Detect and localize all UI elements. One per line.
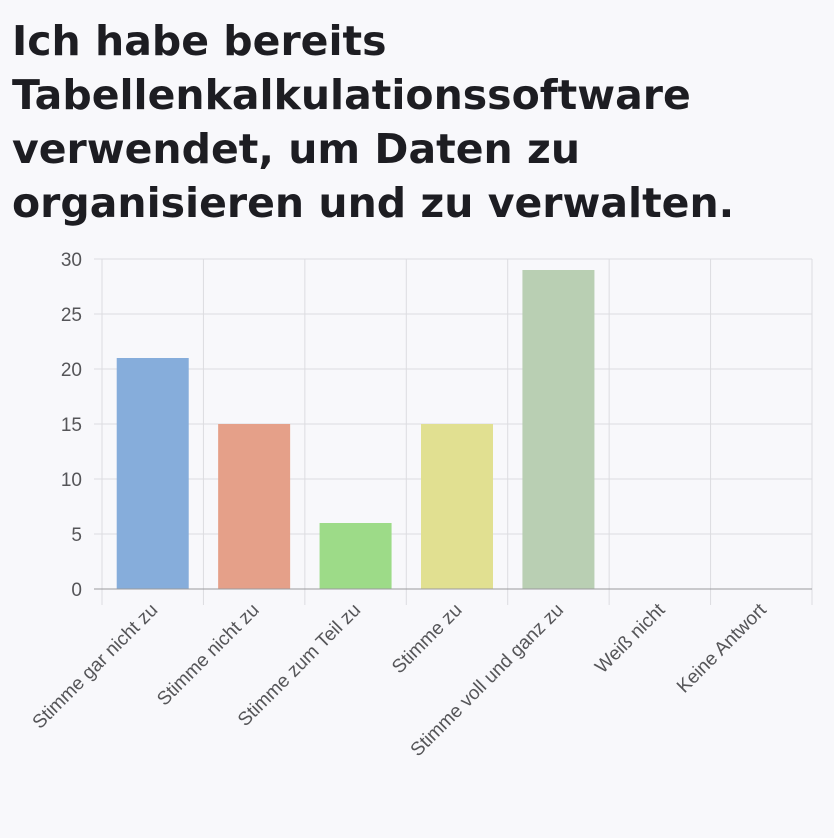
x-tick-label: Stimme gar nicht zu (29, 600, 163, 734)
y-tick-label: 20 (61, 360, 82, 381)
y-tick-label: 10 (61, 470, 82, 491)
y-tick-label: 0 (71, 580, 82, 601)
x-tick-label: Stimme nicht zu (153, 600, 263, 710)
bar-1 (116, 358, 189, 589)
x-tick-label: Stimme zu (388, 600, 466, 678)
y-tick-label: 30 (61, 250, 82, 271)
bar-5 (522, 270, 595, 589)
y-tick-label: 5 (71, 525, 82, 546)
y-tick-label: 25 (61, 305, 82, 326)
x-tick-label: Keine Antwort (673, 599, 771, 697)
y-tick-label: 15 (61, 415, 82, 436)
y-tick-labels: 0 5 10 15 20 25 30 (61, 250, 82, 601)
bar-4 (421, 424, 493, 589)
x-tick-label: Weiß nicht (591, 599, 670, 678)
bar-3 (319, 523, 392, 589)
bars (116, 270, 595, 589)
chart-title: Ich habe bereits Tabellenkalkulationssof… (12, 17, 735, 227)
bar-2 (218, 424, 291, 589)
